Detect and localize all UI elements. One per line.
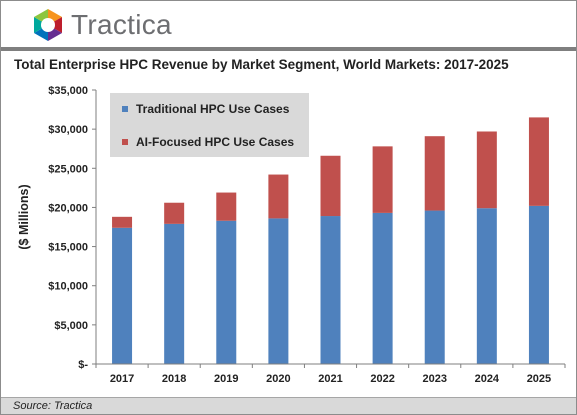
- chart-title: Total Enterprise HPC Revenue by Market S…: [14, 57, 509, 72]
- y-tick-label: $10,000: [48, 281, 88, 293]
- header-divider: [1, 47, 576, 51]
- x-tick-label: 2025: [527, 373, 551, 385]
- bar-traditional-2022: [372, 212, 393, 364]
- x-tick-label: 2020: [266, 373, 290, 385]
- legend-swatch: [122, 106, 128, 112]
- x-tick-label: 2024: [475, 373, 500, 385]
- bar-traditional-2024: [476, 208, 497, 364]
- x-tick-label: 2019: [214, 373, 238, 385]
- legend-label: Traditional HPC Use Cases: [136, 102, 290, 116]
- source-bar: Source: Tractica: [1, 397, 576, 414]
- y-tick-label: $35,000: [48, 85, 88, 97]
- bar-traditional-2018: [164, 223, 185, 364]
- bar-ai-focused-2020: [268, 174, 289, 219]
- y-tick-label: $5,000: [54, 320, 88, 332]
- x-tick-label: 2018: [162, 373, 186, 385]
- bar-traditional-2017: [112, 227, 133, 364]
- legend-box: [110, 93, 309, 157]
- bar-traditional-2025: [528, 205, 549, 364]
- x-tick-label: 2022: [370, 373, 394, 385]
- bar-ai-focused-2022: [372, 146, 393, 213]
- x-tick-label: 2017: [110, 373, 134, 385]
- bar-traditional-2019: [216, 220, 237, 364]
- bar-traditional-2020: [268, 218, 289, 364]
- bar-ai-focused-2018: [164, 202, 185, 224]
- logo: Tractica: [31, 7, 172, 43]
- y-tick-label: $30,000: [48, 124, 88, 136]
- bar-ai-focused-2023: [424, 136, 445, 211]
- chart-plot: Traditional HPC Use Cases AI-Focused HPC …: [17, 85, 566, 385]
- bar-ai-focused-2025: [528, 117, 549, 206]
- x-tick-label: 2023: [422, 373, 446, 385]
- y-axis-label: ($ Millions): [17, 184, 31, 249]
- legend-label: AI-Focused HPC Use Cases: [136, 135, 294, 149]
- bar-ai-focused-2017: [112, 216, 133, 228]
- brand-name: Tractica: [71, 9, 172, 40]
- bar-ai-focused-2024: [476, 131, 497, 209]
- bar-ai-focused-2019: [216, 192, 237, 221]
- bar-ai-focused-2021: [320, 155, 341, 217]
- y-tick-label: $15,000: [48, 242, 88, 254]
- legend-swatch: [122, 139, 128, 145]
- y-tick-label: $-: [78, 359, 88, 371]
- x-tick-label: 2021: [318, 373, 342, 385]
- y-tick-label: $25,000: [48, 163, 88, 175]
- bar-traditional-2021: [320, 216, 341, 364]
- y-tick-label: $20,000: [48, 202, 88, 214]
- bar-traditional-2023: [424, 210, 445, 364]
- tractica-hexagon-logo-icon: [34, 9, 62, 41]
- source-note: Source: Tractica: [13, 400, 93, 412]
